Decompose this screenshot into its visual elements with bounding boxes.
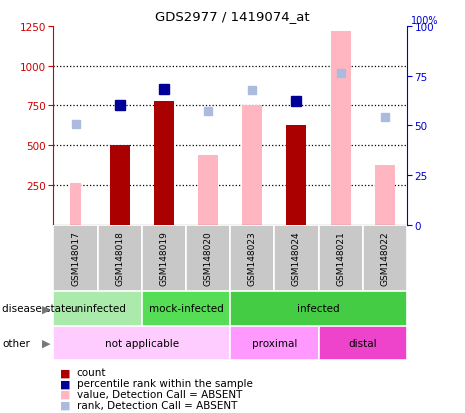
Text: GSM148024: GSM148024 (292, 231, 301, 285)
Text: ▶: ▶ (42, 338, 50, 348)
Text: ■: ■ (60, 368, 71, 377)
Bar (154, 102, 174, 225)
Text: GSM148019: GSM148019 (159, 231, 168, 285)
Bar (230, 225, 274, 291)
Bar (286, 126, 306, 225)
Text: uninfected: uninfected (70, 304, 126, 314)
Text: 100%: 100% (411, 15, 438, 26)
Bar (375, 166, 395, 225)
Text: GSM148021: GSM148021 (336, 231, 345, 285)
Bar (242, 106, 262, 225)
Bar (98, 225, 142, 291)
Bar (142, 225, 186, 291)
Text: percentile rank within the sample: percentile rank within the sample (77, 378, 252, 388)
Text: rank, Detection Call = ABSENT: rank, Detection Call = ABSENT (77, 400, 237, 410)
Bar (331, 32, 351, 225)
Bar (53, 225, 98, 291)
Bar (230, 326, 319, 360)
Text: count: count (77, 368, 106, 377)
Text: GSM148020: GSM148020 (204, 231, 213, 285)
Text: not applicable: not applicable (105, 338, 179, 348)
Bar (319, 225, 363, 291)
Bar (53, 326, 230, 360)
Bar (363, 225, 407, 291)
Bar (70, 183, 81, 225)
Bar (198, 156, 218, 225)
Text: ■: ■ (60, 400, 71, 410)
Bar (53, 291, 142, 326)
Text: value, Detection Call = ABSENT: value, Detection Call = ABSENT (77, 389, 242, 399)
Text: ■: ■ (60, 389, 71, 399)
Bar (319, 326, 407, 360)
Bar (142, 291, 230, 326)
Text: GDS2977 / 1419074_at: GDS2977 / 1419074_at (155, 10, 310, 23)
Text: ■: ■ (60, 378, 71, 388)
Text: disease state: disease state (2, 304, 72, 314)
Bar (274, 225, 319, 291)
Bar (230, 291, 407, 326)
Text: infected: infected (297, 304, 340, 314)
Text: GSM148017: GSM148017 (71, 231, 80, 285)
Text: GSM148023: GSM148023 (248, 231, 257, 285)
Text: GSM148018: GSM148018 (115, 231, 124, 285)
Text: other: other (2, 338, 30, 348)
Text: proximal: proximal (252, 338, 297, 348)
Text: mock-infected: mock-infected (149, 304, 223, 314)
Bar (110, 146, 130, 225)
Bar (186, 225, 230, 291)
Text: distal: distal (348, 338, 377, 348)
Text: GSM148022: GSM148022 (380, 231, 389, 285)
Text: ▶: ▶ (42, 304, 50, 314)
